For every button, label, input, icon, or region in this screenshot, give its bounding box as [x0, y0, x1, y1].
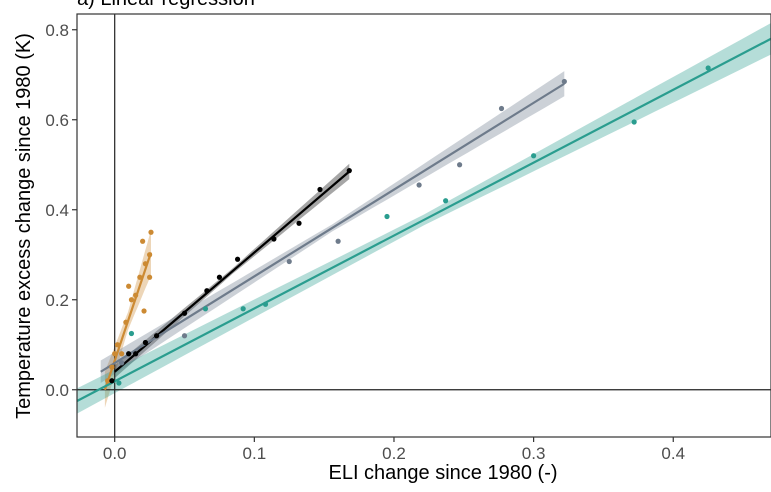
data-point	[126, 283, 132, 289]
data-point	[142, 261, 149, 267]
data-point	[119, 351, 125, 357]
chart-title: a) Linear regression	[77, 0, 255, 10]
data-point	[119, 360, 125, 366]
data-point	[531, 153, 537, 159]
x-tick-label: 0.0	[103, 444, 127, 463]
x-tick-label: 0.1	[243, 444, 267, 463]
data-point	[128, 330, 135, 337]
data-point	[631, 119, 637, 125]
data-point	[346, 168, 352, 174]
data-point	[443, 198, 449, 204]
x-tick-label: 0.3	[522, 444, 546, 463]
data-point	[286, 258, 292, 265]
data-point	[140, 238, 146, 244]
data-point	[147, 252, 153, 258]
data-point	[137, 274, 143, 280]
data-point	[262, 301, 269, 307]
data-point	[240, 306, 246, 312]
data-point	[335, 238, 341, 244]
data-point	[457, 162, 463, 168]
data-point	[148, 229, 154, 235]
data-point	[141, 308, 147, 314]
data-point	[181, 333, 188, 339]
data-points	[105, 65, 711, 386]
data-point	[384, 213, 390, 220]
data-point	[202, 306, 209, 312]
data-point	[204, 288, 210, 294]
x-axis-ticks: 0.0 0.1 0.2 0.3 0.4	[103, 437, 685, 463]
data-point	[128, 297, 135, 303]
reference-lines	[77, 14, 771, 437]
y-axis-ticks: 0.0 0.2 0.4 0.6 0.8	[45, 21, 77, 400]
data-point	[416, 182, 422, 188]
data-point	[296, 220, 302, 226]
data-point	[181, 310, 188, 316]
data-point	[705, 65, 711, 71]
data-point	[126, 351, 132, 357]
confidence-bands	[77, 23, 771, 414]
data-point	[109, 378, 115, 384]
fit-line-3	[76, 37, 771, 402]
data-point	[561, 78, 567, 85]
data-point	[317, 186, 323, 193]
regression-lines	[76, 37, 771, 402]
data-point	[133, 292, 139, 298]
data-point	[153, 333, 160, 339]
x-axis-label: ELI change since 1980 (-)	[328, 462, 557, 484]
data-point	[109, 364, 115, 370]
data-point	[116, 380, 122, 386]
data-point	[142, 339, 149, 346]
fit-line-2	[100, 82, 565, 373]
y-tick-label: 0.4	[45, 201, 69, 220]
data-point	[105, 378, 111, 384]
data-point	[123, 319, 129, 325]
y-tick-label: 0.0	[45, 381, 69, 400]
y-axis-label: Temperature excess change since 1980 (K)	[13, 33, 35, 419]
y-tick-label: 0.8	[45, 21, 69, 40]
data-point	[216, 274, 223, 280]
data-point	[133, 351, 139, 357]
plot-panel-border	[76, 13, 771, 438]
data-point	[112, 351, 118, 357]
data-point	[114, 342, 121, 348]
ci-band-3	[77, 23, 771, 414]
data-point	[234, 256, 241, 262]
x-tick-label: 0.2	[382, 444, 406, 463]
data-point	[271, 236, 277, 242]
data-point	[147, 274, 153, 280]
x-tick-label: 0.4	[661, 444, 685, 463]
y-tick-label: 0.2	[45, 291, 69, 310]
y-tick-label: 0.6	[45, 111, 69, 130]
data-point	[498, 105, 505, 112]
